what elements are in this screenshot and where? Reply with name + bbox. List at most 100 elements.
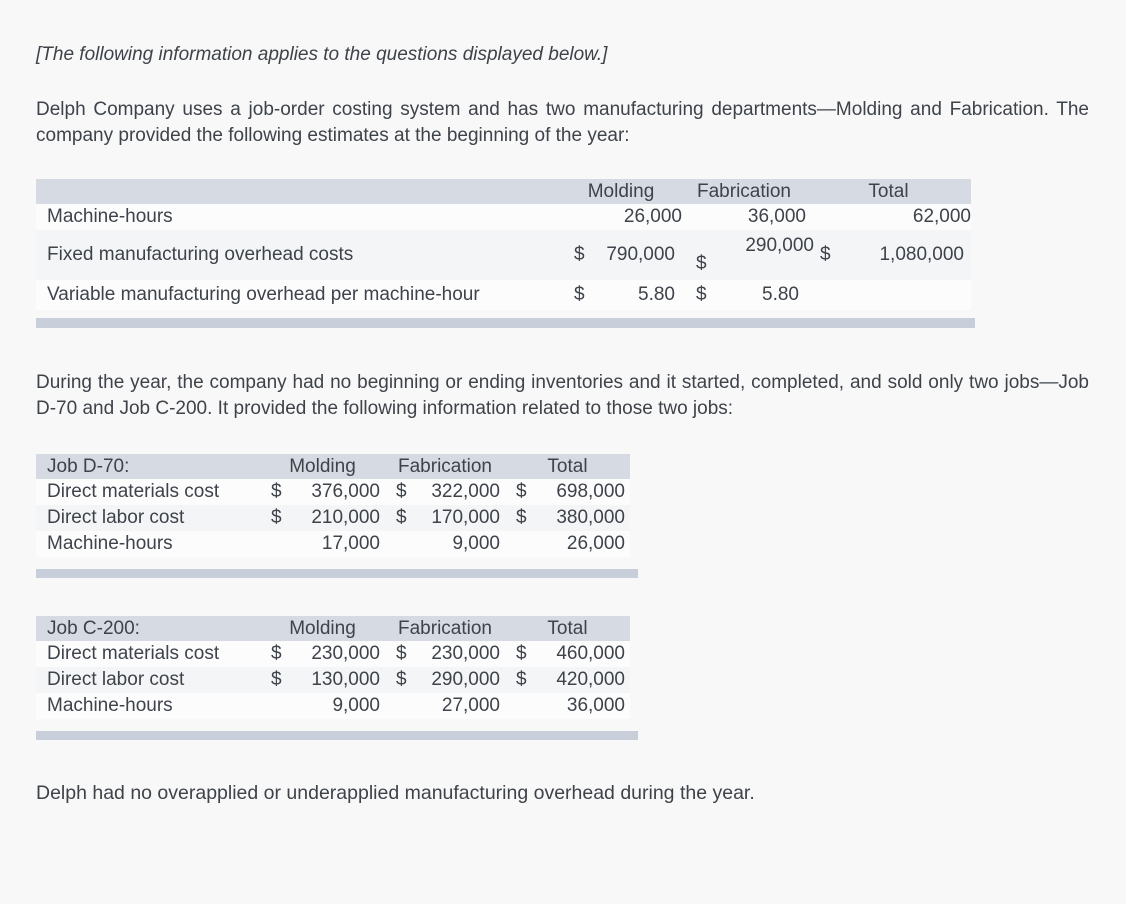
estimates-header-molding: Molding (560, 179, 682, 204)
cell-value: 380,000 (556, 507, 625, 528)
row-label: Direct labor cost (36, 667, 260, 693)
job-c200-table: Job C-200: Molding Fabrication Total Dir… (36, 616, 630, 719)
cell-fabrication: $ 170,000 (385, 505, 505, 531)
table-row: Direct materials cost $ 230,000 $ 230,00… (36, 641, 630, 667)
cell-fabrication: 9,000 (385, 531, 505, 557)
table-row: Machine-hours 9,000 27,000 36,000 (36, 693, 630, 719)
currency-sign: $ (574, 284, 585, 305)
closing-statement: Delph had no overapplied or underapplied… (36, 782, 755, 804)
cell-molding: $ 790,000 (560, 230, 682, 280)
currency-sign: $ (271, 669, 282, 690)
cell-molding: $ 210,000 (260, 505, 385, 531)
cell-value: 290,000 (745, 235, 814, 256)
cell-molding: $ 376,000 (260, 479, 385, 505)
cell-fabrication: $ 322,000 (385, 479, 505, 505)
job-d70-header-total: Total (505, 454, 630, 479)
cell-molding: $ 5.80 (560, 280, 682, 310)
estimates-table: Molding Fabrication Total Machine-hours … (36, 179, 971, 310)
currency-sign: $ (696, 253, 707, 274)
cell-value: 230,000 (431, 643, 500, 664)
cell-value: 210,000 (311, 507, 380, 528)
cell-value: 130,000 (311, 669, 380, 690)
cell-total: $ 460,000 (505, 641, 630, 667)
job-d70-header-row: Job D-70: Molding Fabrication Total (36, 454, 630, 479)
cell-value: 376,000 (311, 481, 380, 502)
currency-sign: $ (696, 284, 707, 305)
row-label: Direct materials cost (36, 479, 260, 505)
cell-value: 170,000 (431, 507, 500, 528)
table-row: Direct labor cost $ 210,000 $ 170,000 (36, 505, 630, 531)
row-label: Variable manufacturing overhead per mach… (36, 280, 560, 310)
cell-value: 420,000 (556, 669, 625, 690)
estimates-header-blank (36, 179, 560, 204)
jobs-paragraph: During the year, the company had no begi… (36, 372, 1089, 419)
job-c200-header-total: Total (505, 616, 630, 641)
cell-molding: 26,000 (560, 204, 682, 230)
currency-sign: $ (396, 643, 407, 664)
job-d70-table: Job D-70: Molding Fabrication Total Dire… (36, 454, 630, 557)
cell-value: 5.80 (762, 284, 799, 305)
cell-value: 290,000 (431, 669, 500, 690)
currency-sign: $ (396, 507, 407, 528)
cell-fabrication-wrapped: 290,000 $ (682, 230, 814, 280)
row-label: Machine-hours (36, 693, 260, 719)
cell-total: 26,000 (505, 531, 630, 557)
currency-sign: $ (396, 669, 407, 690)
estimates-header-fabrication: Fabrication (682, 179, 806, 204)
job-d70-header-molding: Molding (260, 454, 385, 479)
applies-note: [The following information applies to th… (36, 44, 608, 65)
table-row: Direct materials cost $ 376,000 $ 322,00… (36, 479, 630, 505)
table-row: Machine-hours 17,000 9,000 26,000 (36, 531, 630, 557)
table-end-bar (36, 569, 638, 578)
row-label: Machine-hours (36, 531, 260, 557)
cell-value: 322,000 (431, 481, 500, 502)
cell-value: 698,000 (556, 481, 625, 502)
cell-value: 1,080,000 (879, 244, 964, 265)
cell-fabrication: 36,000 (682, 204, 806, 230)
cell-total (806, 280, 971, 310)
job-c200-header-row: Job C-200: Molding Fabrication Total (36, 616, 630, 641)
cell-value: 460,000 (556, 643, 625, 664)
table-row: Direct labor cost $ 130,000 $ 290,000 (36, 667, 630, 693)
cell-total: $ 380,000 (505, 505, 630, 531)
currency-sign: $ (396, 481, 407, 502)
cell-value: 790,000 (606, 244, 675, 265)
table-row: Variable manufacturing overhead per mach… (36, 280, 971, 310)
currency-sign: $ (516, 669, 527, 690)
row-label: Direct materials cost (36, 641, 260, 667)
cell-fabrication: $ 230,000 (385, 641, 505, 667)
currency-sign: $ (820, 244, 831, 265)
intro-paragraph: Delph Company uses a job-order costing s… (36, 99, 1089, 146)
cell-fabrication: 27,000 (385, 693, 505, 719)
cell-fabrication: $ 290,000 (385, 667, 505, 693)
job-c200-title: Job C-200: (36, 616, 260, 641)
cell-total: 36,000 (505, 693, 630, 719)
table-row: Machine-hours 26,000 36,000 62,000 (36, 204, 971, 230)
table-end-bar (36, 731, 638, 740)
currency-sign: $ (516, 507, 527, 528)
currency-sign: $ (516, 481, 527, 502)
cell-total: $ 1,080,000 (806, 230, 971, 280)
estimates-header-total: Total (806, 179, 971, 204)
cell-molding: $ 230,000 (260, 641, 385, 667)
job-d70-header-fabrication: Fabrication (385, 454, 505, 479)
cell-total: $ 698,000 (505, 479, 630, 505)
table-row: Fixed manufacturing overhead costs $ 790… (36, 230, 971, 280)
currency-sign: $ (271, 643, 282, 664)
job-d70-table-block: Job D-70: Molding Fabrication Total Dire… (36, 454, 1089, 578)
cell-molding: $ 130,000 (260, 667, 385, 693)
cell-value: 5.80 (638, 284, 675, 305)
row-label: Direct labor cost (36, 505, 260, 531)
table-end-bar (36, 318, 975, 328)
job-c200-header-molding: Molding (260, 616, 385, 641)
estimates-header-row: Molding Fabrication Total (36, 179, 971, 204)
currency-sign: $ (516, 643, 527, 664)
cell-fabrication: $ 5.80 (682, 280, 806, 310)
job-c200-header-fabrication: Fabrication (385, 616, 505, 641)
cell-value: 230,000 (311, 643, 380, 664)
cell-molding: 9,000 (260, 693, 385, 719)
cell-total: $ 420,000 (505, 667, 630, 693)
row-label: Fixed manufacturing overhead costs (36, 230, 560, 280)
currency-sign: $ (271, 481, 282, 502)
